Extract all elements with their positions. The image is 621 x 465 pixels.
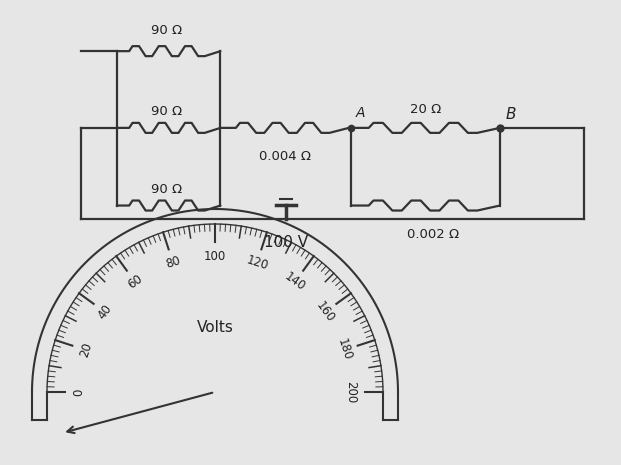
Text: 0: 0 [73,388,86,396]
Text: 90 Ω: 90 Ω [151,105,182,118]
Text: B: B [506,107,517,122]
Text: Volts: Volts [197,319,233,334]
Text: A: A [356,106,365,120]
Text: 180: 180 [335,338,354,363]
Text: 140: 140 [282,270,308,294]
Text: 90 Ω: 90 Ω [151,183,182,195]
Text: 160: 160 [313,299,337,325]
Text: 0.002 Ω: 0.002 Ω [407,227,460,240]
Text: 120: 120 [245,253,270,272]
Text: 40: 40 [96,302,115,322]
Text: 20 Ω: 20 Ω [410,103,441,116]
Text: 0.004 Ω: 0.004 Ω [259,150,310,163]
Text: 100 V: 100 V [263,234,308,250]
Text: 80: 80 [164,254,182,271]
Text: 60: 60 [125,272,145,292]
Text: 100: 100 [204,250,226,263]
Text: 20: 20 [77,341,94,359]
Text: 90 Ω: 90 Ω [151,24,182,37]
Text: 200: 200 [345,381,358,403]
